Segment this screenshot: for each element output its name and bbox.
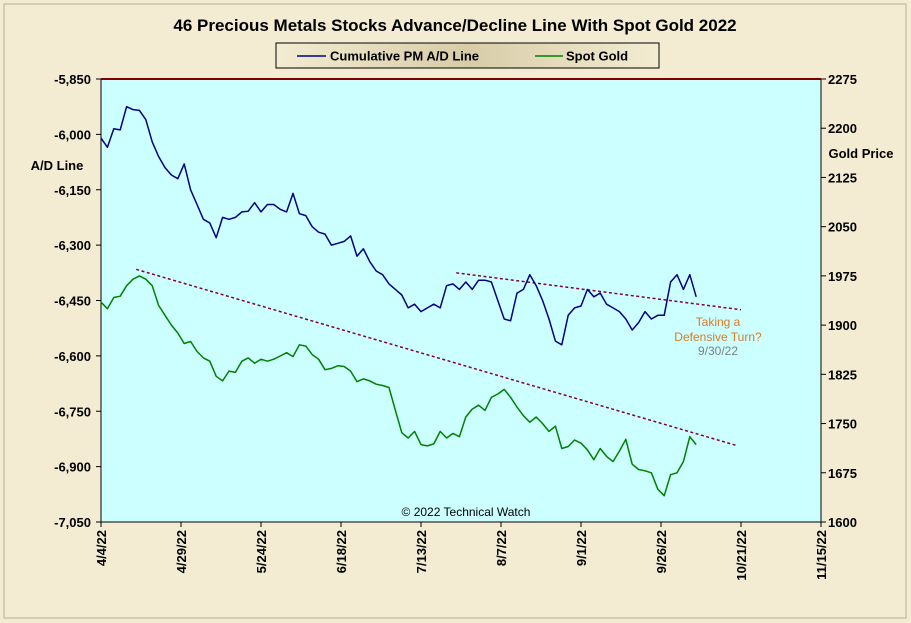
y-left-tick-label: -5,850: [54, 72, 91, 87]
y-left-tick-label: -6,300: [54, 238, 91, 253]
y-left-tick-label: -6,900: [54, 460, 91, 475]
spot-gold-line: [100, 275, 697, 497]
y-right-tick-label: 1675: [828, 466, 857, 481]
annotation-date: 9/30/22: [698, 344, 738, 358]
ad-line-trendline: [456, 272, 742, 311]
legend-label-ad-line: Cumulative PM A/D Line: [330, 49, 479, 64]
y-axis-right: 1600 1675 1750 1825 1900 1975 2050 2125 2200 2275: [821, 72, 857, 530]
copyright-label: © 2022 Technical Watch: [402, 505, 531, 519]
y-axis-left: -5,850 -6,000 -6,150 -6,300 -6,450 -6,600 -6,7…: [54, 72, 101, 530]
y-right-tick-label: 2050: [828, 220, 857, 235]
annotation-line-1: Taking a: [696, 315, 741, 329]
legend: Cumulative PM A/D Line Spot Gold: [275, 42, 660, 69]
y-right-tick-label: 2125: [828, 170, 857, 185]
chart-title: 46 Precious Metals Stocks Advance/Declin…: [173, 16, 736, 35]
x-tick-label: 4/4/22: [94, 530, 109, 566]
ad-line: [100, 105, 697, 346]
y-left-tick-label: -6,750: [54, 404, 91, 419]
y-right-tick-label: 1750: [828, 417, 857, 432]
y-left-tick-label: -7,050: [54, 515, 91, 530]
x-tick-label: 9/26/22: [654, 530, 669, 573]
legend-label-gold: Spot Gold: [566, 49, 628, 64]
trendlines: [135, 268, 742, 447]
y-left-tick-label: -6,600: [54, 349, 91, 364]
y-right-tick-label: 1900: [828, 318, 857, 333]
y-right-tick-label: 1975: [828, 269, 857, 284]
x-tick-label: 9/1/22: [574, 530, 589, 566]
y-axis-right-label: Gold Price: [828, 146, 893, 161]
annotation-line-2: Defensive Turn?: [674, 330, 762, 344]
y-axis-left-label: A/D Line: [31, 158, 84, 173]
y-left-tick-label: -6,000: [54, 127, 91, 142]
y-right-tick-label: 2275: [828, 72, 857, 87]
x-tick-label: 4/29/22: [174, 530, 189, 573]
x-tick-label: 6/18/22: [334, 530, 349, 573]
x-tick-label: 10/21/22: [734, 530, 749, 581]
y-left-tick-label: -6,450: [54, 294, 91, 309]
y-right-tick-label: 1825: [828, 367, 857, 382]
x-tick-label: 8/7/22: [494, 530, 509, 566]
y-left-tick-label: -6,150: [54, 183, 91, 198]
y-right-tick-label: 1600: [828, 515, 857, 530]
legend-box: [275, 42, 660, 69]
x-tick-label: 11/15/22: [814, 530, 829, 580]
x-tick-label: 7/13/22: [414, 530, 429, 573]
y-right-tick-label: 2200: [828, 121, 857, 136]
x-axis: 4/4/22 4/29/22 5/24/22 6/18/22 7/13/22 8/7/22…: [94, 522, 829, 581]
series-lines: [100, 105, 697, 497]
plot-area: [100, 78, 822, 523]
x-tick-label: 5/24/22: [254, 530, 269, 573]
